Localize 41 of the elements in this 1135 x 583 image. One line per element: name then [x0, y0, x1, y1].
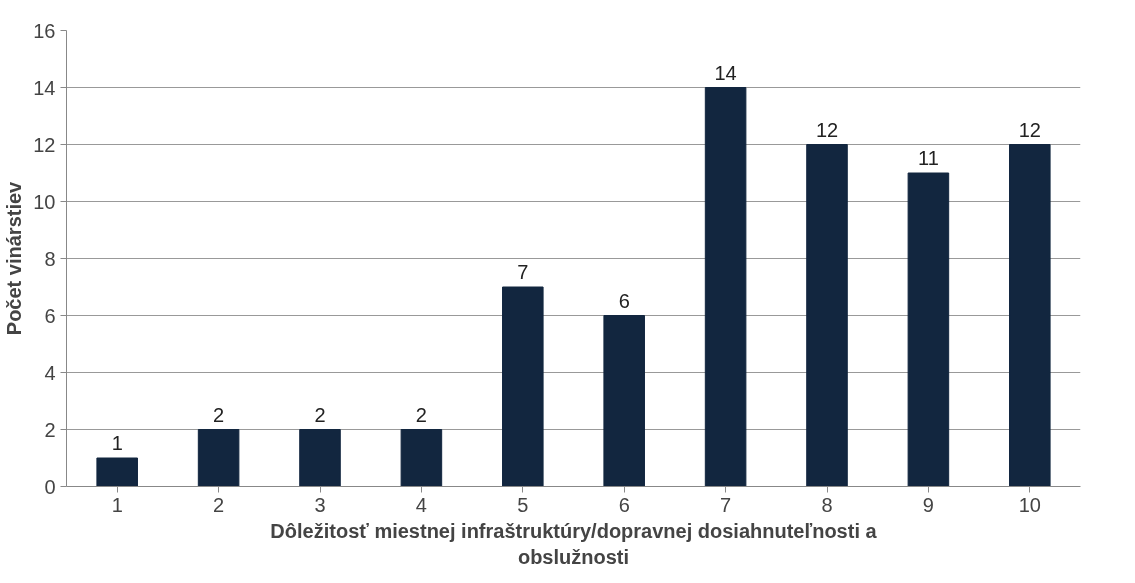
x-tick-label: 8 — [821, 493, 833, 516]
bar — [806, 144, 848, 487]
data-label: 6 — [618, 289, 630, 312]
x-tick-label: 5 — [517, 493, 529, 516]
x-axis-title: Dôležitosť miestnej infraštruktúry/dopravnej dosiahnuteľnosti a obslužnosti — [270, 519, 878, 568]
data-label: 14 — [714, 61, 737, 84]
data-label: 2 — [415, 403, 427, 426]
y-tick-label: 2 — [44, 418, 56, 441]
x-tick-label: 6 — [618, 493, 630, 516]
x-tick-label: 9 — [922, 493, 934, 516]
data-label: 7 — [517, 261, 529, 283]
y-tick-label: 4 — [44, 361, 56, 384]
x-tick-label: 2 — [213, 493, 225, 516]
bar — [96, 457, 138, 487]
y-tick-label: 6 — [44, 304, 56, 327]
x-tick-label: 3 — [314, 493, 326, 516]
data-label: 2 — [213, 403, 225, 426]
bar — [299, 429, 341, 487]
bar — [502, 286, 544, 487]
y-axis-title: Počet vinárstiev — [3, 180, 26, 336]
data-label: 12 — [815, 118, 839, 141]
bar — [400, 429, 443, 487]
y-tick-label: 10 — [33, 190, 56, 213]
bar — [704, 87, 747, 487]
x-tick-label: 4 — [415, 493, 427, 516]
bar — [1009, 144, 1051, 487]
data-label: 2 — [314, 403, 326, 426]
y-tick-label: 14 — [33, 76, 56, 99]
y-tick-label: 8 — [44, 247, 56, 270]
y-tick-label: 16 — [33, 19, 56, 42]
x-tick-label: 7 — [720, 493, 732, 516]
data-label: 11 — [918, 147, 939, 169]
data-label: 12 — [1018, 118, 1041, 141]
x-tick-label: 1 — [111, 493, 123, 516]
bar — [603, 315, 645, 487]
y-tick-label: 0 — [44, 475, 56, 498]
y-tick-label: 12 — [33, 133, 56, 156]
bar — [197, 429, 240, 487]
data-label: 1 — [111, 432, 123, 454]
x-tick-label: 10 — [1018, 493, 1041, 516]
bar — [907, 172, 950, 487]
